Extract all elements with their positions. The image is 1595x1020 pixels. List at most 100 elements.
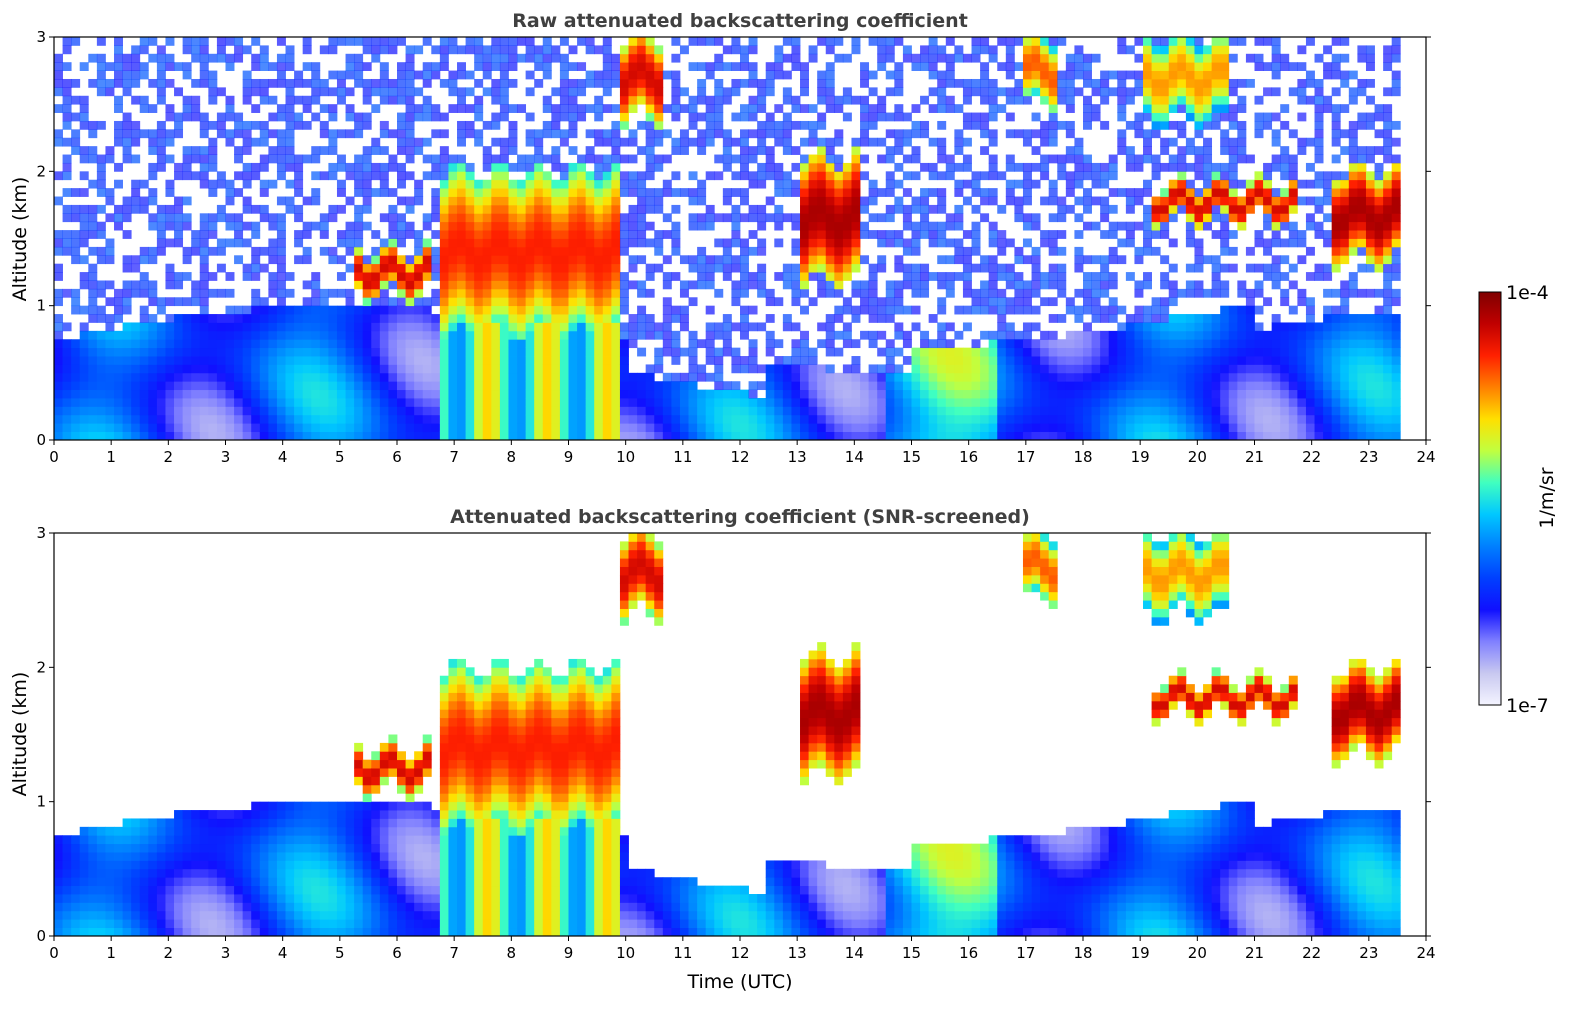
heatmap-cell: [1160, 330, 1170, 340]
heatmap-cell: [988, 129, 998, 139]
heatmap-cell: [1194, 423, 1204, 433]
heatmap-cell: [491, 154, 501, 164]
heatmap-cell: [1151, 204, 1161, 214]
heatmap-cell: [191, 339, 201, 349]
heatmap-cell: [517, 314, 527, 323]
heatmap-cell: [877, 263, 887, 273]
heatmap-cell: [457, 230, 466, 239]
heatmap-cell: [1211, 381, 1221, 391]
heatmap-cell: [602, 45, 612, 55]
heatmap-cell: [88, 78, 98, 88]
heatmap-cell: [156, 423, 166, 433]
heatmap-cell: [1048, 213, 1058, 223]
heatmap-cell: [602, 280, 612, 290]
heatmap-cell: [1100, 179, 1110, 189]
heatmap-cell: [980, 423, 990, 433]
heatmap-cell: [156, 297, 166, 307]
heatmap-cell: [328, 406, 338, 416]
heatmap-cell: [302, 414, 312, 424]
heatmap-cell: [671, 221, 681, 231]
heatmap-cell: [1220, 314, 1230, 323]
heatmap-cell: [628, 171, 638, 181]
heatmap-cell: [654, 45, 664, 55]
heatmap-cell: [96, 305, 106, 315]
heatmap-cell: [954, 414, 964, 424]
heatmap-cell: [328, 129, 338, 139]
heatmap-cell: [962, 154, 972, 164]
heatmap-cell: [774, 129, 784, 139]
heatmap-cell: [156, 78, 166, 88]
heatmap-cell: [559, 381, 569, 391]
heatmap-cell: [1168, 347, 1178, 357]
heatmap-cell: [782, 314, 792, 323]
heatmap-cell: [894, 162, 904, 172]
heatmap-cell: [525, 188, 535, 197]
heatmap-cell: [997, 246, 1007, 256]
heatmap-cell: [782, 423, 792, 433]
heatmap-cell: [405, 280, 415, 290]
heatmap-cell: [714, 414, 724, 424]
heatmap-cell: [482, 398, 492, 407]
heatmap-cell: [911, 389, 921, 399]
heatmap-cell: [937, 356, 947, 365]
heatmap-cell: [1014, 347, 1024, 357]
heatmap-cell: [722, 322, 732, 332]
heatmap-cell: [962, 414, 972, 424]
heatmap-cell: [851, 146, 861, 155]
heatmap-cell: [431, 406, 441, 416]
heatmap-cell: [825, 272, 835, 281]
heatmap-cell: [199, 364, 209, 374]
heatmap-cell: [276, 322, 286, 332]
heatmap-cell: [911, 347, 921, 357]
heatmap-cell: [602, 154, 612, 164]
heatmap-cell: [474, 188, 484, 197]
heatmap-cell: [568, 381, 578, 391]
heatmap-cell: [225, 238, 235, 248]
heatmap-cell: [585, 179, 595, 189]
heatmap-cell: [1151, 406, 1161, 416]
heatmap-cell: [345, 70, 355, 80]
heatmap-cell: [937, 389, 947, 399]
heatmap-cell: [234, 406, 244, 416]
heatmap-cell: [1263, 364, 1273, 374]
heatmap-cell: [354, 221, 364, 231]
heatmap-cell: [371, 137, 381, 147]
heatmap-cell: [559, 87, 569, 97]
heatmap-cell: [388, 280, 398, 290]
heatmap-cell: [885, 188, 895, 197]
heatmap-cell: [654, 330, 664, 340]
heatmap-cell: [997, 272, 1007, 281]
heatmap-cell: [208, 137, 218, 147]
heatmap-cell: [225, 179, 235, 189]
heatmap-cell: [645, 129, 655, 139]
heatmap-cell: [499, 314, 509, 323]
heatmap-cell: [457, 314, 466, 323]
heatmap-cell: [405, 330, 415, 340]
heatmap-cell: [199, 112, 209, 122]
heatmap-cell: [594, 372, 604, 382]
heatmap-cell: [311, 389, 321, 399]
heatmap-cell: [1040, 406, 1050, 416]
heatmap-cell: [851, 37, 861, 46]
heatmap-cell: [628, 414, 638, 424]
heatmap-cell: [594, 288, 604, 298]
heatmap-cell: [131, 280, 141, 290]
heatmap-cell: [439, 246, 449, 256]
heatmap-cell: [1083, 53, 1092, 63]
heatmap-cell: [156, 406, 166, 416]
heatmap-cell: [1168, 423, 1178, 433]
heatmap-cell: [62, 213, 72, 223]
heatmap-cell: [225, 339, 235, 349]
heatmap-cell: [1125, 154, 1135, 164]
heatmap-cell: [525, 204, 535, 214]
heatmap-cell: [457, 87, 466, 97]
heatmap-cell: [705, 431, 715, 441]
heatmap-cell: [465, 162, 475, 172]
heatmap-cell: [997, 398, 1007, 407]
heatmap-cell: [842, 112, 852, 122]
heatmap-cell: [611, 246, 621, 256]
heatmap-cell: [920, 230, 930, 239]
heatmap-cell: [1091, 104, 1101, 113]
heatmap-cell: [148, 171, 158, 181]
heatmap-cell: [817, 179, 827, 189]
